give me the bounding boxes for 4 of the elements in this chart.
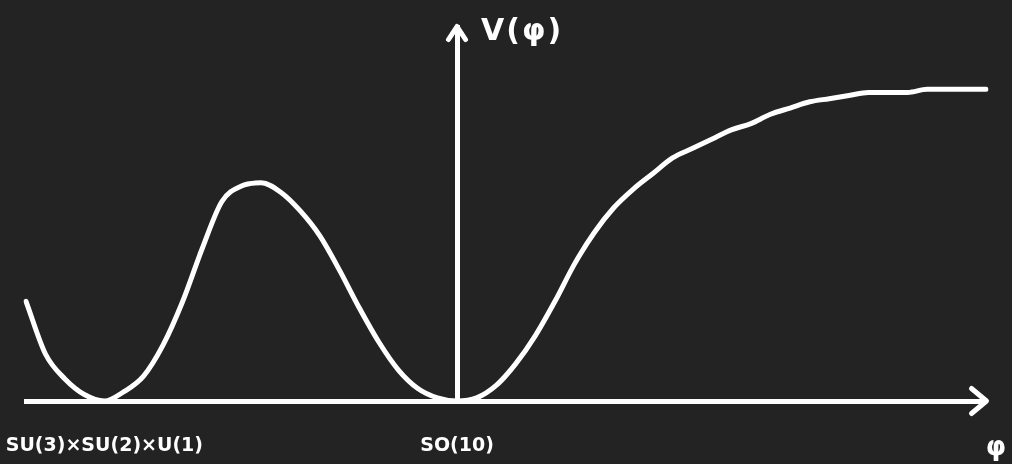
y-axis-title: V(φ) [481,12,564,47]
x-tick-label: SU(3)×SU(2)×U(1) [5,433,203,456]
x-axis-title: φ [985,431,1006,461]
x-tick-label: SO(10) [420,433,494,456]
